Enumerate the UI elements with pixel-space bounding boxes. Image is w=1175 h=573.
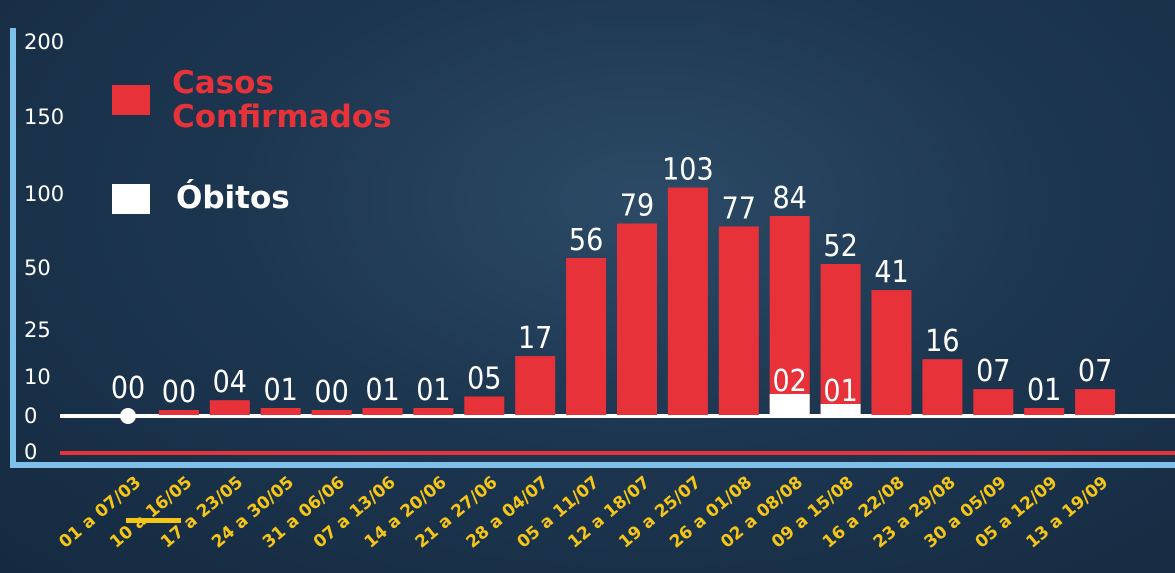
bar-casos bbox=[922, 359, 963, 415]
bar-casos bbox=[1075, 389, 1116, 415]
casos-value-label: 07 bbox=[976, 354, 1010, 389]
bar-casos bbox=[718, 226, 759, 415]
y-tick-label: 200 bbox=[24, 30, 65, 54]
bar-obitos bbox=[769, 394, 810, 415]
bar-casos bbox=[311, 410, 352, 415]
bar-casos bbox=[209, 400, 250, 415]
bar-casos bbox=[566, 258, 607, 415]
legend-swatch-casos bbox=[112, 85, 150, 115]
bar-casos bbox=[1024, 408, 1065, 415]
casos-value-label: 41 bbox=[874, 255, 908, 290]
bar-casos bbox=[413, 408, 454, 415]
legend-swatch-obitos bbox=[112, 184, 150, 214]
x-axis-line bbox=[10, 462, 1175, 468]
bar-casos bbox=[973, 389, 1014, 415]
bar-casos bbox=[820, 264, 861, 415]
bar-casos bbox=[667, 187, 708, 415]
casos-value-label: 01 bbox=[365, 373, 399, 408]
y-tick-label: 50 bbox=[24, 256, 51, 280]
casos-value-label: 05 bbox=[467, 362, 501, 397]
casos-value-label: 00 bbox=[111, 371, 145, 406]
casos-value-label: 52 bbox=[823, 229, 857, 264]
start-point-marker bbox=[120, 408, 136, 424]
y-axis-line bbox=[10, 28, 16, 468]
casos-value-label: 84 bbox=[773, 181, 807, 216]
legend-label-obitos: Óbitos bbox=[176, 180, 290, 216]
bar-casos bbox=[158, 410, 199, 415]
bar-casos bbox=[515, 356, 556, 415]
casos-value-label: 04 bbox=[213, 365, 247, 400]
obitos-value-label: 01 bbox=[823, 374, 857, 409]
y-tick-label: 100 bbox=[24, 182, 65, 206]
legend-label-casos: Casos Confirmados bbox=[172, 66, 392, 134]
bar-obitos bbox=[820, 404, 861, 415]
bar-casos bbox=[464, 396, 505, 415]
obitos-value-label: 02 bbox=[773, 364, 807, 399]
casos-value-label: 79 bbox=[620, 189, 654, 224]
casos-value-label: 77 bbox=[722, 192, 756, 227]
casos-value-label: 56 bbox=[569, 223, 603, 258]
casos-value-label: 00 bbox=[314, 375, 348, 410]
bar-casos bbox=[617, 223, 657, 415]
bar-casos bbox=[769, 216, 810, 415]
casos-value-label: 07 bbox=[1078, 354, 1112, 389]
bar-casos bbox=[260, 408, 301, 415]
casos-value-label: 01 bbox=[1027, 373, 1061, 408]
y-tick-label: 150 bbox=[24, 105, 65, 129]
y-tick-label: 0 bbox=[24, 404, 38, 428]
casos-value-label: 103 bbox=[662, 153, 714, 188]
y-tick-label: 0 bbox=[24, 440, 38, 464]
casos-value-label: 16 bbox=[925, 324, 959, 359]
bar-casos bbox=[871, 290, 912, 415]
casos-value-label: 01 bbox=[416, 373, 450, 408]
bar-casos bbox=[362, 408, 403, 415]
legend-label-casos-line1: Casos bbox=[172, 65, 274, 101]
casos-value-label: 00 bbox=[162, 375, 196, 410]
casos-value-label: 17 bbox=[518, 321, 552, 356]
casos-value-label: 01 bbox=[264, 373, 298, 408]
y-tick-label: 25 bbox=[24, 318, 51, 342]
y-tick-label: 10 bbox=[24, 365, 51, 389]
yellow-dash-marker bbox=[126, 518, 181, 523]
legend-label-casos-line2: Confirmados bbox=[172, 99, 392, 135]
